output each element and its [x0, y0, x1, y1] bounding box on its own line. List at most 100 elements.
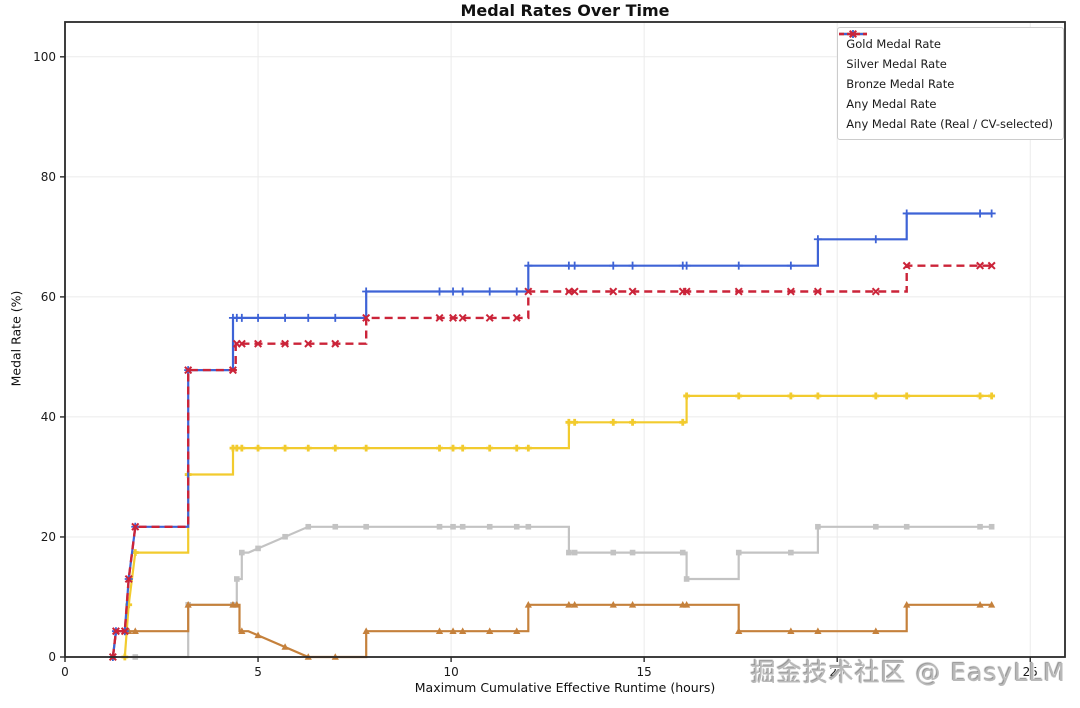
- legend-label: Any Medal Rate (Real / CV-selected): [846, 116, 1053, 131]
- data-marker: [609, 287, 618, 296]
- data-marker: [565, 600, 573, 608]
- data-marker: [234, 576, 240, 582]
- data-marker: [239, 549, 245, 556]
- data-marker: [566, 549, 572, 556]
- data-marker: [131, 627, 139, 634]
- data-marker: [254, 339, 263, 348]
- legend-item-silver: Silver Medal Rate: [839, 31, 1053, 73]
- data-marker: [524, 287, 533, 296]
- data-marker: [735, 549, 742, 556]
- data-marker: [682, 287, 691, 296]
- data-marker: [485, 287, 494, 296]
- data-marker: [458, 287, 467, 296]
- axes: 0 5 10 15 20 25 0 20 40 60 80 100: [33, 21, 1066, 679]
- series-line-bronze: [111, 603, 992, 659]
- data-marker: [814, 627, 822, 634]
- data-marker: [609, 261, 618, 270]
- y-tick-label: 0: [48, 650, 56, 664]
- data-marker: [233, 600, 241, 608]
- data-marker: [570, 287, 579, 296]
- data-marker: [872, 392, 880, 400]
- data-marker: [254, 313, 263, 322]
- data-marker: [238, 627, 246, 634]
- data-marker: [629, 418, 636, 426]
- legend-label: Any Medal Rate: [846, 96, 937, 111]
- legend-label: Gold Medal Rate: [846, 36, 941, 51]
- data-marker: [184, 600, 192, 608]
- data-marker: [903, 600, 911, 608]
- legend-swatch-any_real: [839, 29, 868, 39]
- x-tick-label: 25: [1023, 665, 1038, 679]
- data-marker: [254, 631, 262, 639]
- series-line-gold: [123, 394, 992, 658]
- y-tick-label: 40: [41, 410, 56, 424]
- data-marker: [683, 600, 691, 608]
- data-marker: [610, 549, 617, 556]
- y-tick-label: 60: [41, 290, 56, 304]
- data-marker: [238, 444, 246, 452]
- data-marker: [228, 366, 237, 375]
- legend: Gold Medal Rate Silver Medal Rate Bronze M…: [837, 27, 1064, 140]
- data-marker: [131, 522, 140, 531]
- data-marker: [304, 313, 313, 322]
- data-marker: [362, 287, 371, 296]
- data-marker: [459, 523, 466, 530]
- data-marker: [281, 643, 289, 650]
- data-marker: [436, 444, 443, 452]
- data-marker: [902, 261, 911, 270]
- data-marker: [628, 600, 637, 608]
- data-marker: [304, 339, 313, 348]
- y-axis-label: Medal Rate (%): [8, 290, 24, 387]
- data-marker: [449, 627, 457, 634]
- data-marker: [237, 339, 246, 348]
- data-marker: [565, 418, 573, 426]
- x-tick-label: 0: [61, 665, 69, 679]
- data-marker: [787, 392, 795, 400]
- data-marker: [988, 523, 995, 530]
- data-marker: [683, 392, 691, 400]
- data-marker: [362, 444, 370, 452]
- data-marker: [512, 287, 521, 296]
- data-marker: [525, 523, 532, 530]
- data-marker: [282, 533, 288, 540]
- data-marker: [486, 523, 493, 530]
- data-marker: [512, 313, 521, 322]
- data-marker: [435, 313, 444, 322]
- data-marker: [988, 600, 996, 608]
- data-marker: [679, 418, 687, 426]
- data-marker: [486, 444, 494, 452]
- data-marker: [255, 545, 261, 552]
- x-tick-label: 10: [443, 665, 458, 679]
- data-marker: [682, 261, 691, 270]
- data-marker: [435, 287, 444, 296]
- data-marker: [513, 444, 521, 452]
- data-marker: [524, 444, 532, 452]
- series-line-any_real: [111, 264, 992, 658]
- data-marker: [609, 418, 617, 426]
- data-marker: [987, 209, 996, 218]
- data-marker: [976, 209, 985, 218]
- data-marker: [628, 287, 637, 296]
- data-marker: [679, 549, 686, 556]
- data-marker: [977, 523, 983, 530]
- series-silver: [130, 523, 995, 660]
- data-marker: [513, 627, 521, 634]
- data-marker: [524, 600, 532, 608]
- data-marker: [362, 627, 370, 634]
- data-marker: [459, 444, 467, 452]
- data-marker: [281, 339, 290, 348]
- data-marker: [871, 287, 880, 296]
- data-marker: [903, 523, 910, 530]
- data-marker: [486, 627, 494, 634]
- x-tick-label: 15: [637, 665, 652, 679]
- legend-item-bronze: Bronze Medal Rate: [839, 30, 1053, 93]
- legend-item-any: Any Medal Rate: [839, 30, 1053, 113]
- legend-label: Silver Medal Rate: [846, 56, 947, 71]
- series-any: [108, 209, 996, 661]
- plot-frame: [64, 21, 1066, 658]
- data-marker: [111, 627, 120, 636]
- data-marker: [787, 627, 795, 634]
- data-marker: [873, 523, 879, 530]
- data-marker: [734, 261, 743, 270]
